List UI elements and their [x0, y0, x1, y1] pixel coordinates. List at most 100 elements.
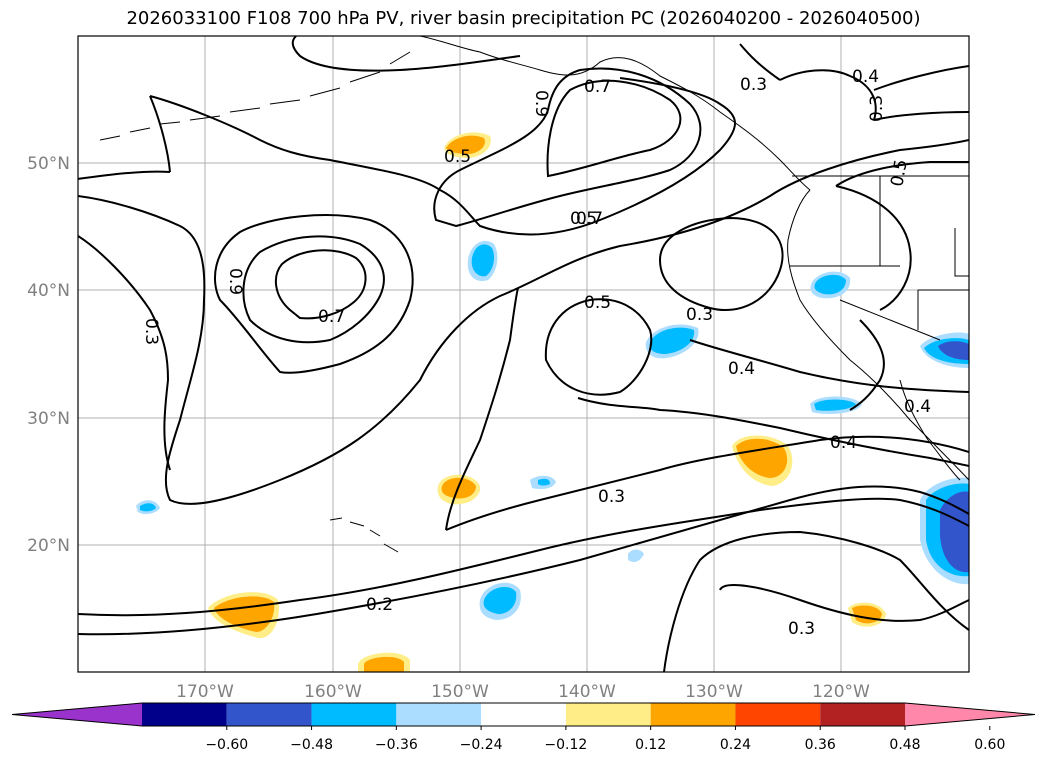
colorbar-bin: [735, 703, 821, 726]
contour-labels: 0.7 0.9 0.5 0.7 0.5 0.3 0.4 0.3 0.5 0.9 …: [141, 67, 931, 639]
lon-label-170w: 170°W: [176, 682, 234, 702]
precip-positive-blob: [364, 656, 404, 672]
contour-line: [213, 214, 414, 374]
baja-peninsula: [899, 379, 961, 481]
contour-line: [291, 36, 521, 72]
contour-line: [577, 397, 969, 467]
pv-contours: [78, 36, 969, 672]
alaska-coast: [419, 36, 811, 191]
us-canada-border: [792, 175, 969, 240]
contour-label: 0.3: [867, 95, 887, 122]
contour-label: 0.9: [225, 268, 245, 295]
contour-line: [739, 43, 781, 81]
contour-line: [445, 287, 519, 531]
precip-positive-blob: [446, 135, 485, 154]
contour-label: 0.3: [598, 487, 625, 507]
contour-line: [719, 584, 969, 622]
colorbar-outline: [11, 702, 1036, 727]
precip-positive-blob: [736, 438, 788, 478]
hawaii-islands: [329, 517, 399, 553]
precip-fills: [136, 132, 969, 672]
colorbar-tick-label: −0.12: [544, 737, 587, 753]
contour-line: [149, 95, 171, 173]
lon-label-160w: 160°W: [304, 682, 362, 702]
contour-line: [873, 111, 969, 121]
colorbar-bin: [226, 703, 312, 726]
precip-negative-blob: [628, 549, 644, 562]
contour-line: [274, 249, 367, 320]
aleutian-islands: [99, 51, 411, 141]
contour-line: [78, 139, 969, 505]
graticule: [78, 36, 969, 672]
lat-label-50n: 50°N: [27, 154, 70, 174]
contour-label: 0.4: [852, 67, 879, 87]
contour-line: [78, 485, 969, 636]
contour-line: [873, 65, 969, 91]
precip-negative-blob: [814, 399, 856, 411]
longitude-labels: 170°W 160°W 150°W 140°W 130°W 120°W: [176, 682, 870, 702]
lon-label-150w: 150°W: [431, 682, 489, 702]
contour-label: 0.5: [570, 209, 597, 229]
colorbar-extend-high: [905, 703, 1035, 726]
precip-negative-blob: [649, 327, 695, 354]
coastlines: [99, 36, 969, 553]
contour-label: 0.4: [728, 359, 755, 379]
contour-line: [779, 69, 877, 121]
colorbar-tick-label: −0.24: [460, 737, 503, 753]
colorbar-bin: [311, 703, 397, 726]
contour-label: 0.3: [740, 75, 767, 95]
precip-negative-blob: [483, 586, 517, 614]
lat-label-40n: 40°N: [27, 281, 70, 301]
colorbar-bin: [142, 703, 227, 726]
colorbar-bin: [820, 703, 905, 726]
contour-line: [78, 170, 171, 180]
lon-label-120w: 120°W: [812, 682, 870, 702]
contour-label: 0.4: [830, 433, 857, 453]
contour-label: 0.5: [887, 158, 911, 188]
precip-negative-blob: [938, 341, 969, 360]
contour-line: [835, 161, 969, 187]
plot-frame: [77, 35, 970, 673]
contour-line: [242, 235, 385, 344]
colorbar-tick-label: 0.12: [635, 737, 666, 753]
precip-negative-blob: [140, 503, 156, 512]
contour-label: 0.3: [686, 305, 713, 325]
contour-line: [445, 435, 969, 531]
contour-line: [544, 298, 653, 396]
contour-label: 0.9: [531, 90, 551, 117]
contour-label: 0.7: [584, 77, 611, 97]
contour-line: [78, 235, 171, 471]
lat-label-30n: 30°N: [27, 409, 70, 429]
latitude-labels: 50°N 40°N 30°N 20°N: [27, 154, 70, 556]
lon-label-130w: 130°W: [685, 682, 743, 702]
contour-label: 0.2: [366, 595, 393, 615]
contour-label: 0.7: [318, 307, 345, 327]
colorbar: −0.60 −0.48 −0.36 −0.24 −0.12 0.12 0.24 0.36 0.4…: [11, 702, 1036, 753]
colorbar-tick-label: −0.60: [205, 737, 248, 753]
plot-area: [78, 36, 969, 672]
contour-line: [433, 67, 702, 228]
colorbar-tick-label: 0.36: [805, 737, 836, 753]
colorbar-tick-label: −0.48: [290, 737, 333, 753]
contour-line: [835, 185, 912, 311]
contour-line: [689, 339, 969, 393]
colorbar-tick-label: 0.48: [889, 737, 920, 753]
contour-label: 0.5: [444, 147, 471, 167]
north-america-coast: [787, 189, 969, 481]
precip-negative-blob: [471, 244, 494, 277]
precip-negative-blob: [940, 491, 969, 573]
contour-label: 0.5: [584, 293, 611, 313]
colorbar-tick-label: 0.60: [974, 737, 1005, 753]
colorbar-extend-low: [12, 703, 142, 726]
colorbar-bin: [565, 703, 651, 726]
figure-title: 2026033100 F108 700 hPa PV, river basin …: [126, 8, 921, 29]
colorbar-bin: [396, 703, 482, 726]
lon-label-140w: 140°W: [558, 682, 616, 702]
colorbar-bin: [481, 703, 566, 726]
contour-line: [546, 79, 682, 178]
colorbar-tick-label: −0.36: [375, 737, 418, 753]
precip-negative-blob: [814, 274, 846, 295]
contour-label: 0.3: [788, 619, 815, 639]
lat-label-20n: 20°N: [27, 536, 70, 556]
